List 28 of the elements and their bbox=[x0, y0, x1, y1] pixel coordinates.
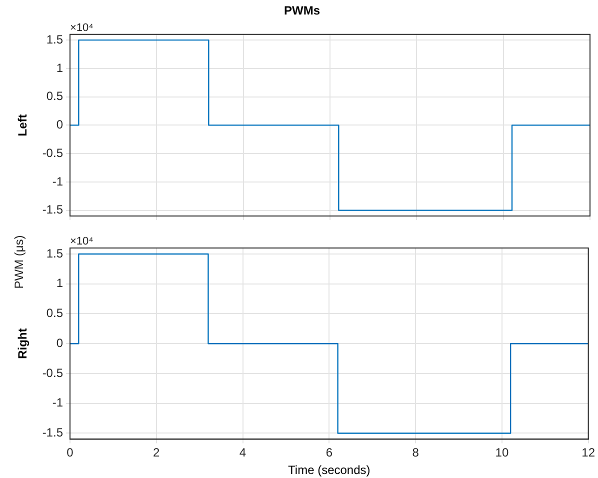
y-tick-label: 1.5 bbox=[46, 246, 64, 260]
text: ×10⁴ bbox=[70, 236, 94, 248]
x-axis-title: Time (seconds) bbox=[288, 463, 370, 478]
x-tick-label: 2 bbox=[153, 446, 160, 460]
text: ×10⁴ bbox=[70, 22, 94, 34]
y-tick-label: -0.5 bbox=[42, 366, 64, 380]
y-tick-label: 0.5 bbox=[46, 306, 64, 320]
y-tick-label: -0.5 bbox=[42, 146, 64, 160]
y-axis-title: Left bbox=[16, 114, 30, 136]
y-tick-label: -1 bbox=[52, 174, 64, 188]
x-tick-label: 4 bbox=[239, 446, 246, 460]
y-tick-label: -1.5 bbox=[42, 426, 64, 440]
y-axis-title: Right bbox=[16, 328, 30, 359]
y-tick-label: -1 bbox=[52, 396, 64, 410]
text: PWM (μs) bbox=[12, 235, 26, 289]
y-tick-label: 1.5 bbox=[46, 32, 64, 46]
y-tick-label: 1 bbox=[56, 60, 64, 75]
chart-title: PWMs bbox=[284, 4, 320, 18]
y-tick-label: 1 bbox=[56, 276, 64, 290]
y-tick-label: 0 bbox=[56, 336, 64, 350]
y-tick-label: 0 bbox=[56, 118, 64, 132]
x-tick-label: 8 bbox=[412, 446, 420, 460]
x-tick-label: 12 bbox=[582, 446, 596, 460]
x-tick-label: 0 bbox=[66, 446, 74, 460]
x-tick-label: 6 bbox=[326, 446, 333, 460]
y-tick-label: -1.5 bbox=[42, 202, 64, 217]
y-tick-label: 0.5 bbox=[46, 89, 64, 104]
x-tick-label: 10 bbox=[495, 446, 509, 460]
